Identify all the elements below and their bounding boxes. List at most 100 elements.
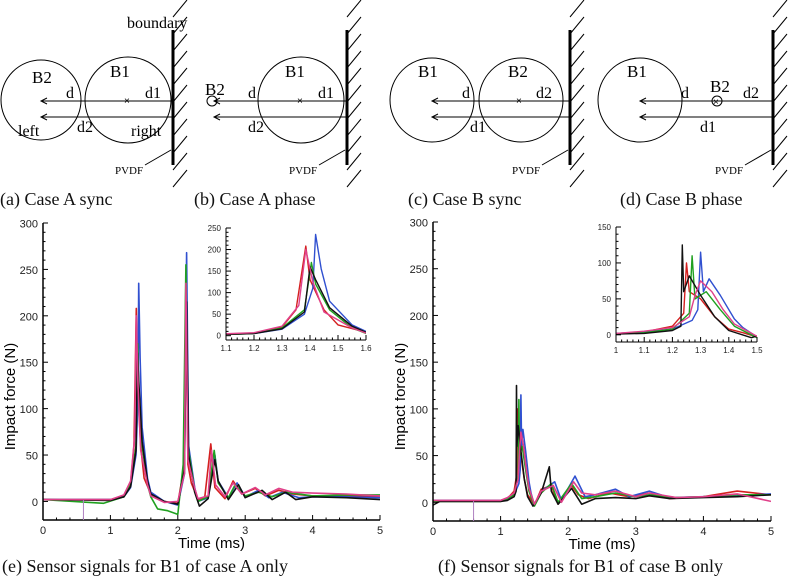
caption-e: (e) Sensor signals for B1 of case A only xyxy=(2,556,288,576)
inset-x-tick-label: 1.4 xyxy=(304,344,316,353)
inset-x-tick-label: 1 xyxy=(614,346,619,355)
inset-series-line-2 xyxy=(226,261,366,336)
ball-b2-label: B2 xyxy=(205,80,225,99)
x-tick-label: 4 xyxy=(700,526,706,538)
b-hatch xyxy=(346,169,362,188)
ball-b1 xyxy=(84,56,172,144)
a-hatch xyxy=(172,0,188,18)
x-axis-label: Time (ms) xyxy=(178,535,245,552)
x-tick-label: 2 xyxy=(565,526,571,538)
d-hatch xyxy=(772,16,788,35)
distance-d-line-arrowhead xyxy=(430,97,439,105)
x-tick-label: 1 xyxy=(107,525,113,537)
y-axis-label: Impact force (N) xyxy=(395,343,409,451)
inset-y-tick-label: 0 xyxy=(607,331,612,340)
c-hatch xyxy=(569,169,585,188)
y-tick-label: 300 xyxy=(410,218,428,230)
inset-series-line-3 xyxy=(616,244,757,339)
caption-b: (b) Case A phase xyxy=(194,189,316,209)
a-hatch xyxy=(172,50,188,69)
caption-f: (f) Sensor signals for B1 of case B only xyxy=(438,556,723,576)
b-hatch xyxy=(346,50,362,69)
a-hatch xyxy=(172,169,188,188)
ball-b1-label: B1 xyxy=(285,62,305,81)
d-label: d xyxy=(66,85,74,102)
center-mark: × xyxy=(516,96,522,107)
x-tick-label: 2 xyxy=(175,525,181,537)
y-tick-label: 0 xyxy=(422,498,428,510)
c-hatch xyxy=(569,0,585,18)
d-label: d xyxy=(681,85,689,102)
inset-y-tick-label: 50 xyxy=(602,295,611,304)
c-hatch xyxy=(569,16,585,35)
d2-label: d2 xyxy=(248,119,264,136)
ball-b2 xyxy=(478,57,564,143)
inset-y-tick-label: 200 xyxy=(208,246,222,255)
inset-x-tick-label: 1.1 xyxy=(220,344,232,353)
caption-c: (c) Case B sync xyxy=(408,189,522,209)
a-hatch xyxy=(172,67,188,86)
caption-d: (d) Case B phase xyxy=(620,189,743,209)
ball-b1 xyxy=(257,56,345,144)
inset-series-line-2 xyxy=(616,255,757,339)
d-hatch xyxy=(772,0,788,18)
ball-b1-label: B1 xyxy=(110,62,130,81)
d1-label: d1 xyxy=(318,85,334,102)
ball-b1-label: B1 xyxy=(418,62,438,81)
inset-series-line-0 xyxy=(226,245,366,335)
c-hatch xyxy=(569,152,585,171)
plot-area xyxy=(43,251,380,516)
d-hatch xyxy=(772,135,788,154)
distance-d1-line-arrowhead xyxy=(430,113,439,121)
b-hatch xyxy=(346,135,362,154)
cross-mark: × xyxy=(713,97,719,108)
inset-y-tick-label: 100 xyxy=(598,259,612,268)
y-tick-label: 200 xyxy=(410,311,428,323)
x-tick-label: 0 xyxy=(40,525,46,537)
b-hatch xyxy=(346,101,362,120)
pvdf-b-label: PVDF xyxy=(289,165,317,177)
d-hatch xyxy=(772,84,788,103)
inset-y-tick-label: 250 xyxy=(208,224,222,233)
b-hatch xyxy=(346,84,362,103)
b-hatch xyxy=(346,16,362,35)
caption-a: (a) Case A sync xyxy=(0,189,113,209)
y-tick-label: 100 xyxy=(410,404,428,416)
series-line-1 xyxy=(433,394,771,506)
inset-x-tick-label: 1.5 xyxy=(332,344,344,353)
y-axis-label: Impact force (N) xyxy=(2,343,19,451)
a-hatch xyxy=(172,101,188,120)
b-hatch xyxy=(346,33,362,52)
x-tick-label: 1 xyxy=(498,526,504,538)
distance-d-line-arrowhead xyxy=(212,97,221,105)
y-tick-label: 150 xyxy=(410,358,428,370)
d-hatch xyxy=(772,50,788,69)
d2-label: d2 xyxy=(743,85,759,102)
pvdf-a-label: PVDF xyxy=(115,165,143,177)
pvdf-d-pointer xyxy=(744,149,772,166)
d2-label: d2 xyxy=(536,85,552,102)
ball-b2-label: B2 xyxy=(508,62,528,81)
ball-b2-label: B2 xyxy=(32,68,52,87)
inset-y-tick-label: 100 xyxy=(208,289,222,298)
a-hatch xyxy=(172,135,188,154)
d2-label: d2 xyxy=(77,119,93,136)
inset-x-tick-label: 1.5 xyxy=(751,346,763,355)
b-hatch xyxy=(346,67,362,86)
center-mark: × xyxy=(124,96,130,107)
ball-b1 xyxy=(389,57,475,143)
d1-label: d1 xyxy=(470,119,486,136)
inset-x-tick-label: 1.4 xyxy=(723,346,735,355)
y-tick-label: 100 xyxy=(20,404,38,416)
y-tick-label: 250 xyxy=(410,264,428,276)
c-hatch xyxy=(569,101,585,120)
y-tick-label: 300 xyxy=(20,219,38,231)
center-mark: × xyxy=(297,96,303,107)
b-hatch xyxy=(346,152,362,171)
d-hatch xyxy=(772,118,788,137)
x-tick-label: 3 xyxy=(242,525,248,537)
ball-b2-label: B2 xyxy=(710,77,730,96)
series-line-2 xyxy=(433,398,771,507)
c-hatch xyxy=(569,84,585,103)
